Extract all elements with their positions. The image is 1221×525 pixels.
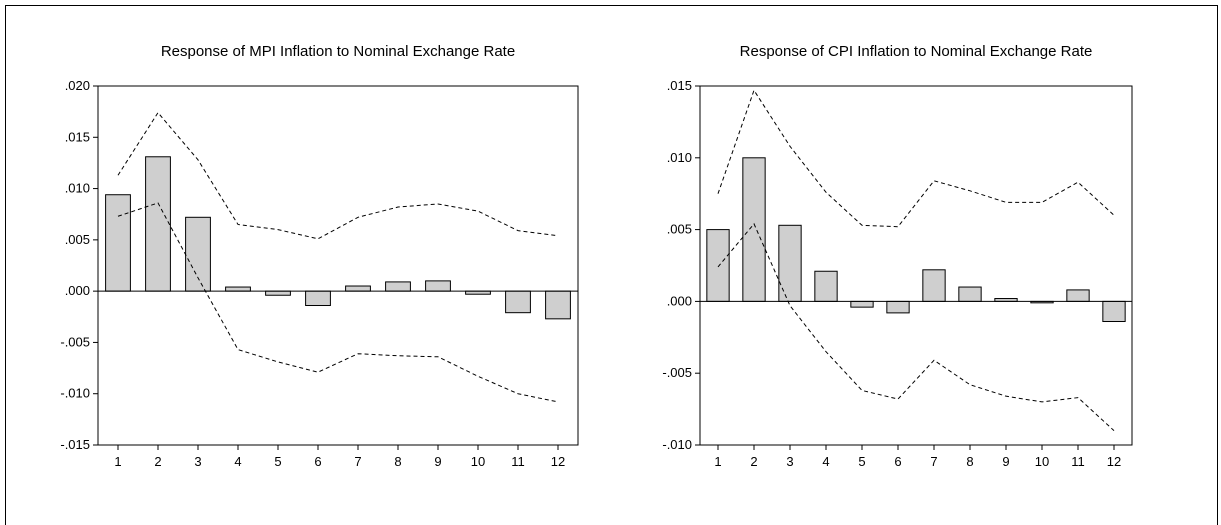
mpi-chart-title: Response of MPI Inflation to Nominal Exc… (161, 43, 515, 60)
mpi-bar (385, 281, 411, 292)
mpi-xtick-label: 4 (234, 454, 241, 469)
cpi-ytick-label: .015 (667, 78, 692, 93)
cpi-ytick-label: .005 (667, 222, 692, 237)
cpi-bar (886, 300, 910, 314)
cpi-xtick-label: 9 (1002, 454, 1009, 469)
cpi-ytick-label: .010 (667, 150, 692, 165)
mpi-bar (185, 216, 211, 292)
mpi-bar (145, 156, 171, 292)
mpi-bar (265, 290, 291, 296)
cpi-bar (778, 224, 802, 302)
mpi-xtick-label: 11 (511, 454, 525, 469)
mpi-ytick-label: -.010 (60, 386, 90, 401)
cpi-xtick-label: 2 (750, 454, 757, 469)
mpi-ytick-label: .020 (65, 78, 90, 93)
mpi-xtick-label: 7 (354, 454, 361, 469)
cpi-bar (1102, 300, 1126, 323)
mpi-xtick-label: 9 (434, 454, 441, 469)
cpi-bar (850, 300, 874, 308)
mpi-bar (105, 194, 131, 292)
cpi-xtick-label: 11 (1071, 454, 1085, 469)
cpi-chart-title: Response of CPI Inflation to Nominal Exc… (740, 43, 1093, 60)
cpi-upper-band (717, 89, 1115, 228)
mpi-bar (425, 280, 451, 292)
mpi-bar (345, 285, 371, 292)
cpi-xtick-label: 5 (858, 454, 865, 469)
cpi-ytick-label: -.010 (662, 437, 692, 452)
mpi-ytick-label: .000 (65, 283, 90, 298)
mpi-xtick-label: 5 (274, 454, 281, 469)
mpi-xtick-label: 2 (154, 454, 161, 469)
cpi-bar (814, 270, 838, 302)
cpi-xtick-label: 1 (714, 454, 721, 469)
cpi-bar (1066, 289, 1090, 302)
cpi-xtick-label: 3 (786, 454, 793, 469)
mpi-bar (545, 290, 571, 320)
cpi-xtick-label: 12 (1107, 454, 1121, 469)
mpi-bar (305, 290, 331, 307)
cpi-lower-band (717, 222, 1115, 432)
mpi-xtick-label: 3 (194, 454, 201, 469)
cpi-bar (922, 269, 946, 302)
cpi-bar (958, 286, 982, 302)
cpi-bar (742, 157, 766, 302)
cpi-ytick-label: .000 (667, 293, 692, 308)
mpi-xtick-label: 8 (394, 454, 401, 469)
cpi-xtick-label: 7 (930, 454, 937, 469)
mpi-ytick-label: .015 (65, 129, 90, 144)
cpi-xtick-label: 10 (1035, 454, 1049, 469)
cpi-xtick-label: 8 (966, 454, 973, 469)
mpi-bar (225, 286, 251, 292)
mpi-xtick-label: 6 (314, 454, 321, 469)
mpi-upper-band (117, 111, 559, 240)
mpi-ytick-label: -.005 (60, 334, 90, 349)
cpi-ytick-label: -.005 (662, 365, 692, 380)
cpi-xtick-label: 4 (822, 454, 829, 469)
mpi-bar (505, 290, 531, 314)
mpi-lower-band (117, 202, 559, 403)
cpi-plot-area (699, 85, 1133, 446)
mpi-xtick-label: 10 (471, 454, 485, 469)
mpi-xtick-label: 1 (114, 454, 121, 469)
mpi-xtick-label: 12 (551, 454, 565, 469)
cpi-bar (706, 229, 730, 302)
figure-frame (5, 5, 1218, 525)
mpi-ytick-label: .005 (65, 232, 90, 247)
mpi-ytick-label: .010 (65, 181, 90, 196)
mpi-plot-area (97, 85, 579, 446)
cpi-xtick-label: 6 (894, 454, 901, 469)
mpi-ytick-label: -.015 (60, 437, 90, 452)
